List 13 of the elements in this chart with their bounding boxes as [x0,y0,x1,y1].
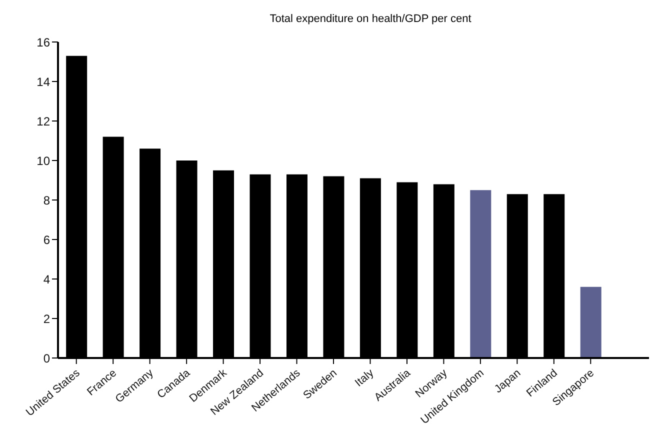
y-tick-label: 16 [36,35,50,50]
y-tick-label: 2 [43,312,50,326]
y-tick-label: 12 [36,114,50,128]
bar [580,286,602,358]
x-tick-label: Italy [352,366,377,390]
y-tick-label: 0 [43,351,50,366]
y-tick-label: 8 [43,193,50,208]
chart-title: Total expenditure on health/GDP per cent [268,12,472,27]
y-tick-label: 6 [43,232,50,247]
y-tick-label: 14 [36,74,50,89]
y-tick-label: 4 [43,272,50,286]
y-tick-label: 10 [36,154,50,168]
bar [470,190,492,358]
